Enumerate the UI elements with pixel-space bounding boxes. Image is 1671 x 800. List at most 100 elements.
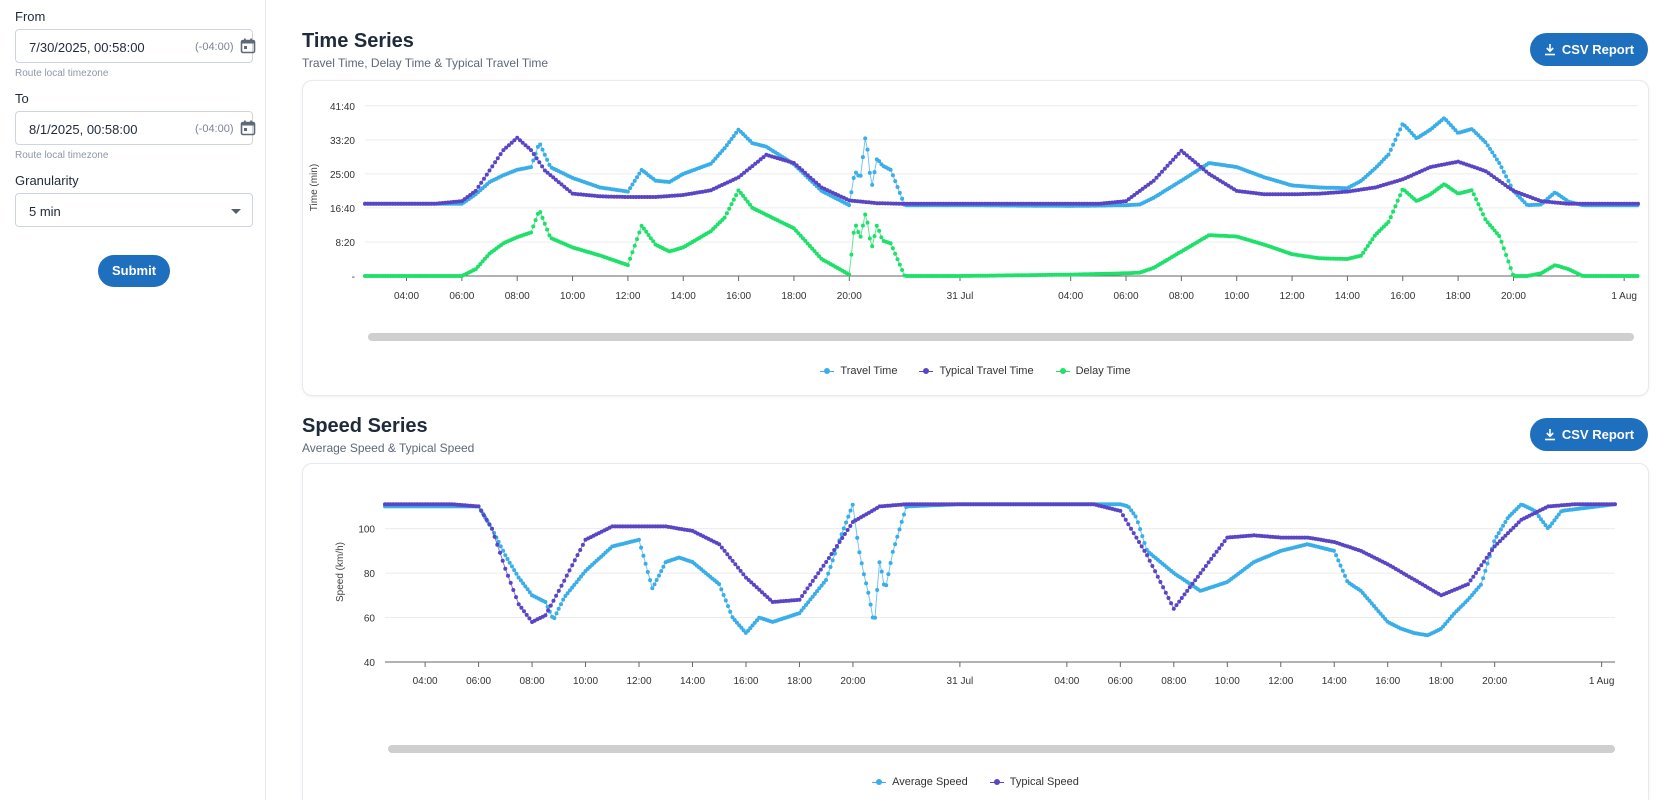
x-tick-label: 20:00 bbox=[1501, 291, 1526, 302]
data-point bbox=[639, 545, 644, 550]
data-point bbox=[807, 244, 812, 248]
data-point bbox=[847, 272, 852, 277]
data-point bbox=[797, 611, 802, 616]
data-point bbox=[897, 190, 902, 195]
legend-item[interactable]: Typical Speed bbox=[989, 776, 1079, 788]
data-point bbox=[803, 238, 808, 243]
data-point bbox=[650, 195, 655, 199]
legend-item[interactable]: Delay Time bbox=[1055, 365, 1131, 377]
data-point bbox=[902, 201, 907, 206]
y-tick-label: 80 bbox=[364, 569, 376, 580]
data-point bbox=[1391, 142, 1396, 147]
legend-item[interactable]: Typical Travel Time bbox=[919, 365, 1034, 377]
calendar-icon[interactable] bbox=[240, 38, 256, 54]
x-tick-label: 04:00 bbox=[394, 291, 419, 302]
data-point bbox=[581, 571, 586, 576]
speed-chart-scrollbar[interactable] bbox=[388, 745, 1615, 753]
time-series-chart: - 8:20 16:40 25:00 33:20 41:40 Time (min) 04:00… bbox=[309, 102, 1640, 302]
data-point bbox=[565, 591, 570, 596]
data-point bbox=[1478, 207, 1483, 212]
data-point bbox=[1501, 246, 1506, 251]
data-point bbox=[745, 199, 750, 204]
data-point bbox=[829, 552, 834, 556]
data-point bbox=[874, 223, 879, 228]
chevron-down-icon[interactable] bbox=[231, 209, 241, 214]
data-point bbox=[894, 201, 899, 206]
data-point bbox=[529, 165, 533, 170]
data-point bbox=[512, 138, 517, 143]
data-point bbox=[487, 522, 492, 527]
data-point bbox=[632, 178, 637, 183]
x-tick-label: 08:00 bbox=[1169, 291, 1194, 302]
data-point bbox=[856, 230, 861, 235]
data-point bbox=[848, 524, 853, 528]
data-point bbox=[562, 184, 567, 189]
data-point bbox=[1363, 593, 1367, 598]
x-tick-label: 18:00 bbox=[1429, 676, 1454, 687]
data-point bbox=[719, 545, 724, 550]
data-point bbox=[606, 194, 611, 199]
data-point bbox=[531, 224, 536, 229]
data-point bbox=[1554, 515, 1559, 520]
data-point bbox=[810, 594, 815, 599]
data-point bbox=[1494, 534, 1499, 539]
x-tick-label: 06:00 bbox=[1108, 676, 1133, 687]
data-point bbox=[797, 597, 802, 602]
data-point bbox=[561, 597, 566, 602]
data-point bbox=[1566, 201, 1571, 206]
to-date-value: 8/1/2025, 00:58:00 bbox=[29, 122, 138, 137]
submit-button[interactable]: Submit bbox=[98, 255, 170, 287]
data-point bbox=[739, 173, 744, 177]
calendar-icon[interactable] bbox=[240, 120, 256, 136]
data-point bbox=[623, 195, 628, 199]
data-point bbox=[736, 175, 741, 180]
data-point bbox=[547, 233, 552, 238]
data-point bbox=[1443, 622, 1448, 626]
data-point bbox=[1315, 191, 1319, 196]
data-point bbox=[879, 235, 884, 240]
time-chart-scrollbar[interactable] bbox=[368, 333, 1634, 341]
legend-label: Average Speed bbox=[892, 776, 968, 788]
data-point bbox=[1077, 201, 1081, 206]
data-point bbox=[1267, 192, 1272, 197]
data-point bbox=[1193, 578, 1198, 583]
data-point bbox=[1583, 201, 1588, 206]
data-point bbox=[515, 135, 520, 140]
speed-csv-report-button[interactable]: CSV Report bbox=[1530, 418, 1648, 451]
data-point bbox=[648, 236, 653, 241]
data-point bbox=[1016, 201, 1021, 206]
data-point bbox=[800, 168, 805, 173]
data-point bbox=[1140, 534, 1145, 539]
data-point bbox=[721, 593, 726, 597]
data-point bbox=[1619, 201, 1624, 206]
data-point bbox=[614, 194, 619, 199]
data-point bbox=[524, 612, 529, 617]
data-point bbox=[746, 628, 751, 633]
data-point bbox=[1024, 201, 1029, 206]
x-tick-label: 08:00 bbox=[1161, 676, 1186, 687]
legend-item[interactable]: Travel Time bbox=[820, 365, 897, 377]
data-point bbox=[1514, 523, 1519, 528]
data-point bbox=[601, 194, 605, 199]
data-point bbox=[1134, 535, 1139, 540]
data-point bbox=[661, 564, 666, 569]
data-point bbox=[1483, 568, 1488, 573]
legend-item[interactable]: Average Speed bbox=[872, 776, 968, 788]
data-point bbox=[1494, 157, 1499, 162]
data-point bbox=[870, 244, 875, 249]
time-csv-report-button[interactable]: CSV Report bbox=[1530, 33, 1648, 66]
data-point bbox=[492, 534, 497, 539]
data-point bbox=[506, 573, 510, 578]
data-point bbox=[1547, 524, 1552, 529]
granularity-select[interactable]: 5 min bbox=[15, 193, 253, 227]
data-point bbox=[570, 563, 575, 568]
data-point bbox=[1168, 160, 1173, 165]
to-date-input[interactable]: 8/1/2025, 00:58:00 (-04:00) bbox=[15, 111, 256, 145]
from-date-input[interactable]: 7/30/2025, 00:58:00 (-04:00) bbox=[15, 29, 256, 63]
data-point bbox=[1312, 191, 1317, 196]
data-point bbox=[1476, 567, 1481, 572]
data-point bbox=[1219, 542, 1224, 547]
series-typical-speed bbox=[383, 502, 1617, 624]
data-point bbox=[1161, 585, 1166, 590]
data-point bbox=[646, 233, 651, 237]
